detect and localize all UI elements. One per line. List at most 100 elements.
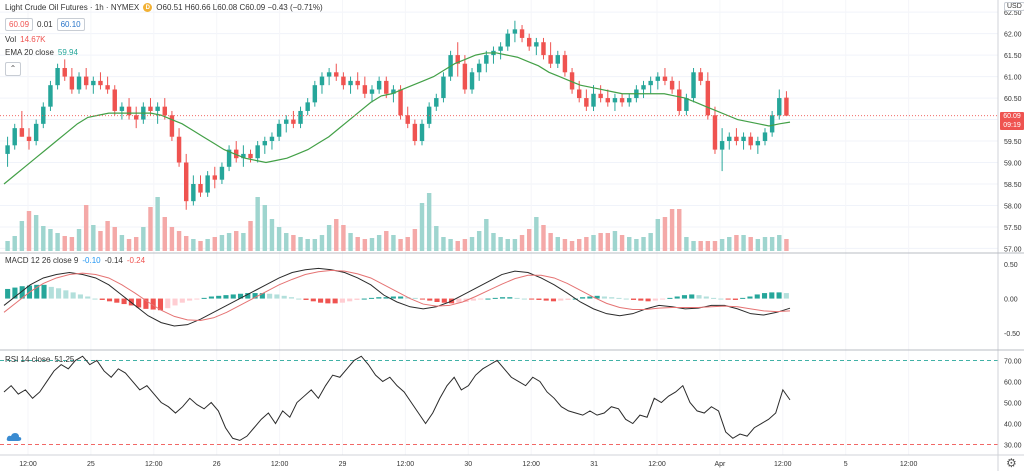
rsi-pane[interactable] [0, 355, 998, 445]
macd-histogram-bar [711, 297, 717, 299]
macd-histogram-bar [783, 293, 789, 299]
macd-histogram-bar [325, 298, 331, 304]
volume-bar [462, 239, 468, 251]
volume-bar [541, 225, 546, 251]
macd-histogram-bar [274, 294, 280, 299]
macd-histogram-bar [237, 293, 244, 299]
candle-body [255, 145, 260, 159]
volume-bar [491, 233, 496, 251]
volume-bar [255, 197, 260, 251]
macd-histogram-bar [725, 298, 731, 300]
candle-body [262, 141, 268, 146]
macd-histogram-bar [580, 297, 586, 299]
macd-histogram-bar [85, 296, 91, 299]
time-tick-label: 31 [590, 461, 598, 468]
rsi-legend[interactable]: RSI 14 close 51.25 [5, 355, 74, 364]
macd-pane[interactable] [3, 267, 791, 327]
candle-body [312, 85, 318, 103]
symbol-legend[interactable]: Light Crude Oil Futures · 1h · NYMEX D O… [5, 3, 323, 12]
volume-bar [598, 233, 603, 251]
macd-histogram-bar [521, 298, 527, 300]
volume-bar [505, 239, 510, 251]
rsi-tick-label: 60.00 [1004, 379, 1022, 386]
volume-bar [677, 209, 682, 251]
candle-body [512, 29, 518, 34]
candle-body [33, 123, 39, 142]
macd-histogram-bar [732, 298, 738, 300]
volume-bar [569, 241, 575, 251]
macd-histogram-bar [529, 298, 535, 300]
volume-bar [341, 225, 346, 251]
macd-histogram-bar [150, 298, 156, 310]
time-tick-label: 12:00 [648, 461, 666, 468]
buy-price-box[interactable]: 60.10 [56, 18, 85, 31]
volume-bar [269, 219, 275, 251]
candle-body [198, 183, 203, 193]
candle-body [55, 67, 60, 86]
macd-histogram-bar [441, 298, 447, 303]
collapse-legend-button[interactable]: ⌃ [5, 62, 21, 76]
currency-label[interactable]: USD [1004, 2, 1024, 11]
candle-body [369, 89, 375, 94]
candle-body [176, 136, 182, 163]
macd-histogram-bar [354, 298, 360, 300]
ohlc-readout: O60.51 H60.66 L60.08 C60.09 −0.43 (−0.71… [156, 3, 323, 12]
rsi-tick-label: 50.00 [1004, 401, 1022, 408]
candle-body [248, 153, 253, 159]
candle-body [748, 136, 753, 146]
macd-histogram-bar [296, 298, 302, 300]
volume-bar [627, 237, 632, 251]
macd-histogram-bar [769, 292, 775, 299]
macd-legend[interactable]: MACD 12 26 close 9 -0.10 -0.14 -0.24 [5, 256, 145, 265]
candle-body [469, 72, 475, 90]
time-tick-label: 12:00 [900, 461, 918, 468]
volume-legend[interactable]: Vol 14.67K [5, 35, 45, 44]
sell-price-box[interactable]: 60.09 [5, 18, 34, 31]
macd-histogram-bar [5, 288, 11, 299]
candle-body [305, 102, 310, 111]
volume-bar [312, 239, 318, 251]
candle-body [12, 128, 17, 146]
macd-histogram-bar [594, 295, 600, 299]
price-tick-label: 58.50 [1004, 182, 1022, 189]
macd-histogram-bar [652, 298, 658, 301]
macd-histogram-bar [34, 284, 40, 299]
macd-histogram-bar [56, 288, 62, 299]
candle-body [362, 85, 368, 94]
rsi-tick-label: 30.00 [1004, 443, 1022, 450]
candle-body [534, 42, 539, 47]
volume-bar [5, 241, 10, 251]
price-tick-label: 57.00 [1004, 246, 1022, 253]
candle-body [705, 80, 711, 116]
candle-body [5, 145, 10, 154]
volume-bar [369, 238, 375, 251]
volume-bar [584, 237, 589, 251]
candle-body [26, 136, 32, 142]
cloud-icon[interactable] [6, 432, 22, 442]
volume-bar [205, 239, 210, 251]
candle-body [698, 72, 703, 81]
macd-histogram-bar [12, 287, 18, 299]
volume-bar [141, 227, 146, 251]
volume-bar [655, 219, 661, 251]
candlesticks [5, 20, 789, 210]
macd-histogram-bar [565, 298, 571, 300]
candle-body [398, 89, 403, 116]
settings-gear-icon[interactable]: ⚙ [1006, 456, 1017, 470]
macd-histogram-bar [223, 295, 229, 299]
volume-bar [555, 237, 560, 251]
candle-body [719, 141, 725, 150]
volume-bar [69, 237, 75, 251]
ema-legend[interactable]: EMA 20 close 59.94 [5, 48, 78, 57]
volume-bar [26, 211, 32, 251]
candle-body [341, 76, 346, 86]
symbol-title[interactable]: Light Crude Oil Futures · 1h · NYMEX [5, 3, 140, 12]
macd-histogram-bar [136, 298, 142, 308]
macd-line [3, 267, 791, 327]
macd-histogram-bar [267, 293, 273, 299]
macd-histogram-bar [281, 295, 287, 299]
volume-bar [455, 241, 460, 251]
volume-bars [5, 193, 789, 251]
candle-body [734, 136, 739, 142]
